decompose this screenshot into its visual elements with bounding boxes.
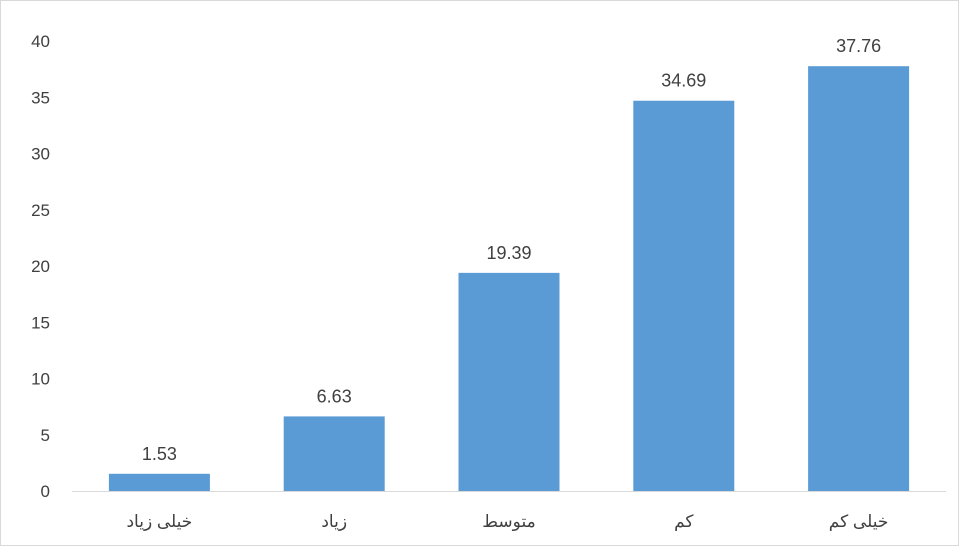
x-axis-tick-labels: خیلی زیاد زیاد متوسط کم خیلی کم [126,512,888,532]
bar [633,100,735,492]
bar [808,66,910,491]
y-tick-label: 0 [41,482,50,501]
x-tick-label: خیلی کم [829,512,889,532]
bar [458,272,560,491]
bars [108,66,910,492]
y-tick-label: 35 [31,88,50,107]
x-tick-label: زیاد [321,512,347,531]
data-labels: 1.53 6.63 19.39 34.69 37.76 [142,36,881,464]
y-axis-tick-labels: 0 5 10 15 20 25 30 35 40 [31,32,50,501]
data-label: 6.63 [317,386,352,406]
y-tick-label: 40 [31,32,50,51]
y-tick-label: 25 [31,201,50,220]
data-label: 19.39 [486,243,531,263]
bar [283,416,385,491]
y-tick-label: 10 [31,370,50,389]
x-tick-label: متوسط [482,512,535,531]
y-tick-label: 30 [31,145,50,164]
bar [108,473,210,491]
y-tick-label: 20 [31,257,50,276]
data-label: 34.69 [661,71,706,91]
x-tick-label: کم [674,512,694,532]
y-tick-label: 15 [31,313,50,332]
data-label: 37.76 [836,36,881,56]
y-tick-label: 5 [41,426,50,445]
data-label: 1.53 [142,444,177,464]
x-tick-label: خیلی زیاد [126,512,192,531]
